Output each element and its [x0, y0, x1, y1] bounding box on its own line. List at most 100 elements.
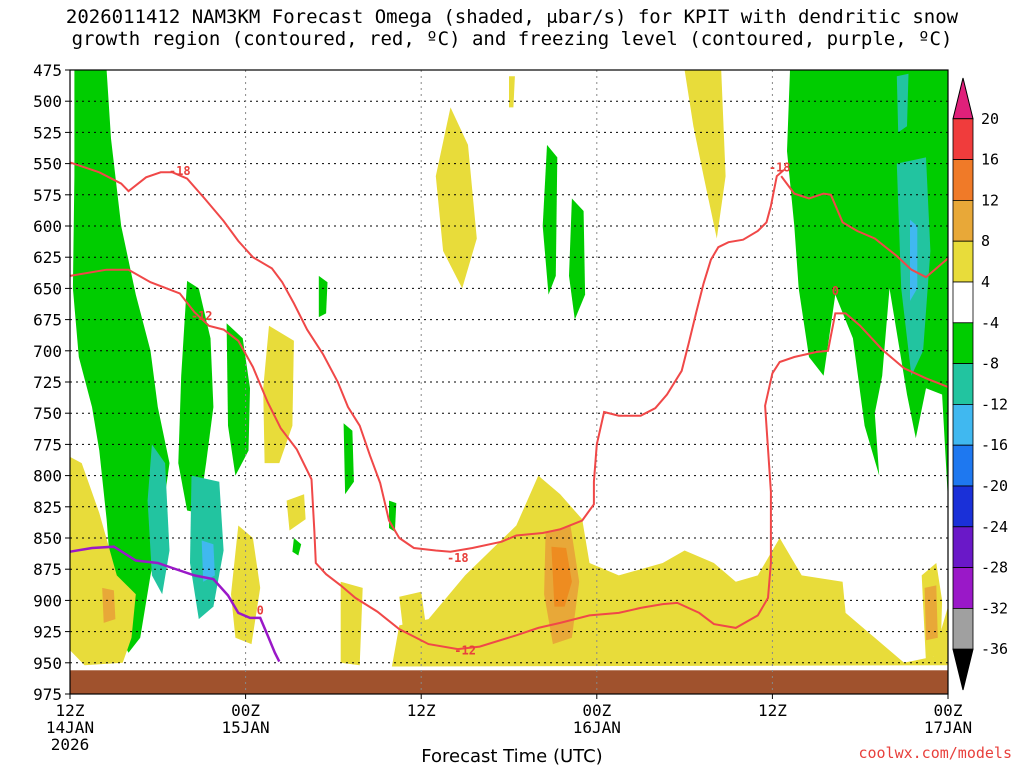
y-tick-label: 900: [33, 591, 62, 610]
colorbar-label: -12: [981, 395, 1008, 413]
x-tick-date: 16JAN: [573, 718, 621, 737]
contour-label: -18: [447, 551, 469, 565]
colorbar-swatch: [952, 567, 974, 609]
y-tick-label: 575: [33, 186, 62, 205]
y-axis: 475 500 525 550 575 600 625 650 675 700 725 750 775 8…: [33, 61, 70, 704]
contour-freezing-level: [69, 545, 281, 663]
contour-label: -18: [769, 160, 791, 174]
omega-region-yellow: [509, 76, 515, 108]
omega-region-yellow: [231, 525, 261, 645]
colorbar-swatch: [952, 118, 974, 161]
colorbar-swatch: [952, 485, 974, 528]
omega-region-green: [542, 144, 558, 295]
colorbar-label: 4: [981, 273, 990, 291]
omega-region-green: [72, 70, 170, 653]
chart-title-line2: growth region (contoured, red, ºC) and f…: [71, 28, 953, 50]
omega-region-yellow: [340, 581, 363, 666]
omega-region-yellow: [684, 70, 726, 239]
y-tick-label: 925: [33, 623, 62, 642]
colorbar-swatch: [952, 526, 974, 568]
contour-minus18: [69, 161, 785, 553]
y-tick-label: 700: [33, 342, 62, 361]
omega-region-lightblue: [201, 540, 215, 582]
x-tick-date: 17JAN: [924, 718, 972, 737]
omega-region-orange: [551, 546, 572, 607]
omega-region-green: [292, 538, 302, 556]
x-tick-label: 00Z: [231, 701, 260, 720]
y-tick-label: 875: [33, 560, 62, 579]
colorbar-arrow-top: [952, 77, 974, 120]
omega-region-orange_light: [924, 585, 938, 641]
y-tick-label: 825: [33, 498, 62, 517]
chart-title-line1: 2026011412 NAM3KM Forecast Omega (shaded…: [65, 6, 959, 28]
contour-minus12: [69, 268, 949, 651]
y-tick-label: 675: [33, 311, 62, 330]
colorbar-label: -20: [981, 477, 1008, 495]
colorbar-swatch: [952, 608, 974, 650]
x-tick-label: 00Z: [582, 701, 611, 720]
x-tick-year: 2026: [51, 735, 90, 754]
colorbar-swatch: [952, 159, 974, 201]
omega-region-green: [569, 198, 586, 320]
y-tick-label: 625: [33, 248, 62, 267]
contour-label: -12: [191, 309, 213, 323]
y-tick-label: 750: [33, 404, 62, 423]
x-tick-label: 12Z: [56, 701, 85, 720]
colorbar-swatch: [952, 240, 974, 283]
colorbar-swatch: [952, 281, 974, 324]
omega-region-green: [343, 423, 354, 495]
x-axis-title: Forecast Time (UTC): [421, 746, 603, 767]
x-tick-label: 00Z: [934, 701, 963, 720]
colorbar-label: -32: [981, 599, 1008, 617]
y-tick-label: 650: [33, 279, 62, 298]
contour-label: 0: [257, 603, 264, 617]
contour-minus12-upper: [780, 175, 949, 279]
y-tick-label: 800: [33, 467, 62, 486]
contour-label: 0: [832, 284, 839, 298]
omega-region-teal: [147, 444, 170, 595]
colorbar-label: -28: [981, 559, 1008, 577]
colorbar-swatch: [952, 363, 974, 405]
colorbar: 20 16 12 8 4 -4 -8 -12 -16 -20 -24 -28 -32 -36: [952, 77, 1008, 691]
colorbar-label: 16: [981, 151, 999, 169]
colorbar-swatch: [952, 403, 974, 446]
contour-label: -18: [169, 164, 191, 178]
terrain-strip: [70, 670, 948, 694]
colorbar-label: 12: [981, 191, 999, 209]
colorbar-label: 20: [981, 110, 999, 128]
contour-layer: -18 -12 -18 -12 -18 0 0: [69, 160, 949, 663]
omega-region-green: [318, 275, 328, 318]
colorbar-swatch: [952, 322, 974, 364]
colorbar-swatch: [952, 199, 974, 242]
colorbar-arrow-bottom: [952, 648, 974, 691]
colorbar-label: -24: [981, 518, 1008, 536]
x-tick-label: 12Z: [407, 701, 436, 720]
colorbar-label: -4: [981, 314, 999, 332]
credit-link[interactable]: coolwx.com/models: [858, 744, 1012, 762]
y-tick-label: 475: [33, 61, 62, 80]
y-tick-label: 500: [33, 92, 62, 111]
y-tick-label: 975: [33, 685, 62, 704]
colorbar-label: -8: [981, 355, 999, 373]
x-tick-date: 15JAN: [222, 718, 270, 737]
y-tick-label: 550: [33, 155, 62, 174]
omega-region-yellow: [70, 456, 136, 666]
omega-region-teal: [896, 73, 909, 133]
colorbar-label: 8: [981, 232, 990, 250]
y-tick-label: 775: [33, 435, 62, 454]
omega-region-green: [226, 323, 250, 476]
omega-region-green: [178, 280, 214, 513]
grid-lines: [70, 69, 948, 695]
y-tick-label: 525: [33, 123, 62, 142]
y-tick-label: 950: [33, 654, 62, 673]
colorbar-label: -16: [981, 436, 1008, 454]
terrain-fill: [70, 670, 948, 694]
colorbar-swatch: [952, 444, 974, 487]
omega-region-yellow: [391, 475, 948, 667]
colorbar-label: -36: [981, 640, 1008, 658]
y-tick-label: 600: [33, 217, 62, 236]
omega-shading-layer: [70, 70, 948, 667]
omega-region-yellow: [286, 494, 306, 531]
